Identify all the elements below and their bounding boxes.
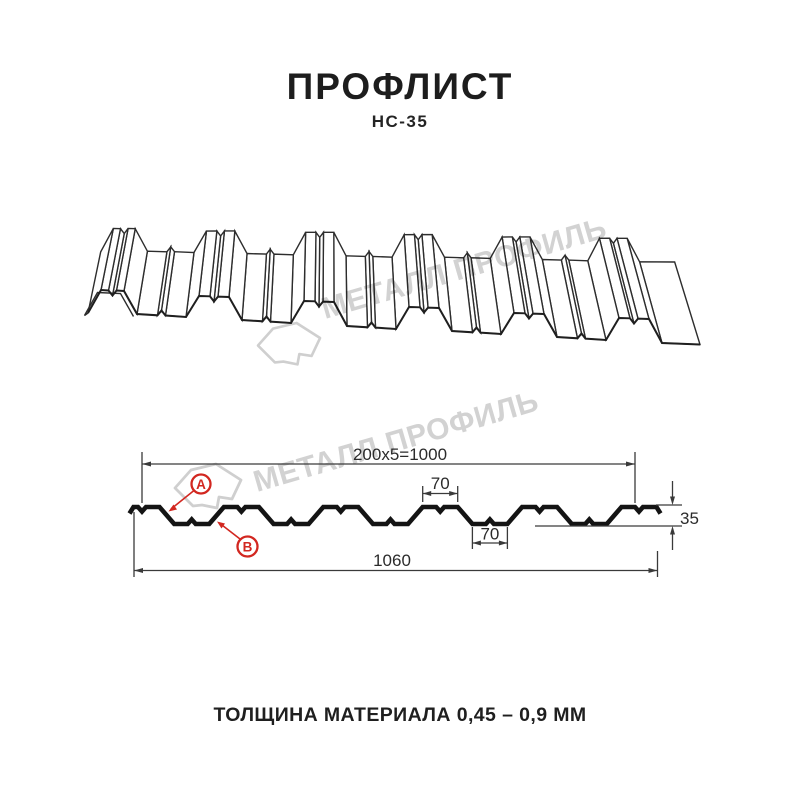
sheet-3d-front-edge: [87, 288, 701, 346]
callout-b-arrowhead: [217, 521, 225, 529]
dim-overall-label: 1060: [373, 551, 411, 570]
arrowhead: [670, 496, 675, 505]
callout-b-label: B: [243, 540, 253, 555]
arrowhead: [498, 540, 508, 546]
callout-b-circle: [236, 535, 259, 558]
callout-a-leader: [170, 489, 195, 510]
dim-height-label: 35: [680, 509, 699, 528]
dim-pitch-label: 200x5=1000: [353, 445, 447, 464]
page-title: ПРОФЛИСТ: [286, 66, 514, 107]
callout-a-circle: [190, 473, 212, 495]
metall-profil-logo-icon: [256, 321, 322, 366]
arrowhead: [449, 491, 458, 496]
callout-b: B: [217, 521, 259, 558]
sheet-3d-faces: [87, 226, 701, 346]
profile-outline: [127, 504, 663, 527]
arrowhead: [472, 540, 481, 546]
dim-rib-top-label: 70: [431, 474, 450, 493]
metall-profil-logo-icon: [173, 462, 243, 510]
callout-a-arrowhead: [168, 504, 177, 512]
cross-section: [127, 504, 663, 527]
sheet-3d-view: [83, 226, 701, 346]
arrowhead: [422, 491, 432, 496]
arrowhead: [670, 526, 675, 535]
thickness-note: ТОЛЩИНА МАТЕРИАЛА 0,45 – 0,9 ММ: [213, 704, 587, 726]
arrowhead: [626, 461, 635, 467]
page-subtitle: НС-35: [371, 112, 429, 131]
dimensions: [133, 452, 682, 577]
sheet-3d-cut-edge-thickness: [83, 291, 135, 317]
callout-a: A: [168, 473, 212, 512]
callout-a-label: A: [196, 477, 206, 492]
arrowhead: [142, 461, 151, 467]
callout-b-leader: [219, 522, 241, 540]
dimension-labels: 200x5=1000 70 70 35 1060: [353, 445, 699, 570]
watermark-text: МЕТАЛЛ ПРОФИЛЬ: [250, 385, 543, 499]
arrowhead: [134, 568, 143, 573]
dim-rib-bottom-label: 70: [480, 525, 499, 544]
arrowhead: [648, 568, 658, 573]
